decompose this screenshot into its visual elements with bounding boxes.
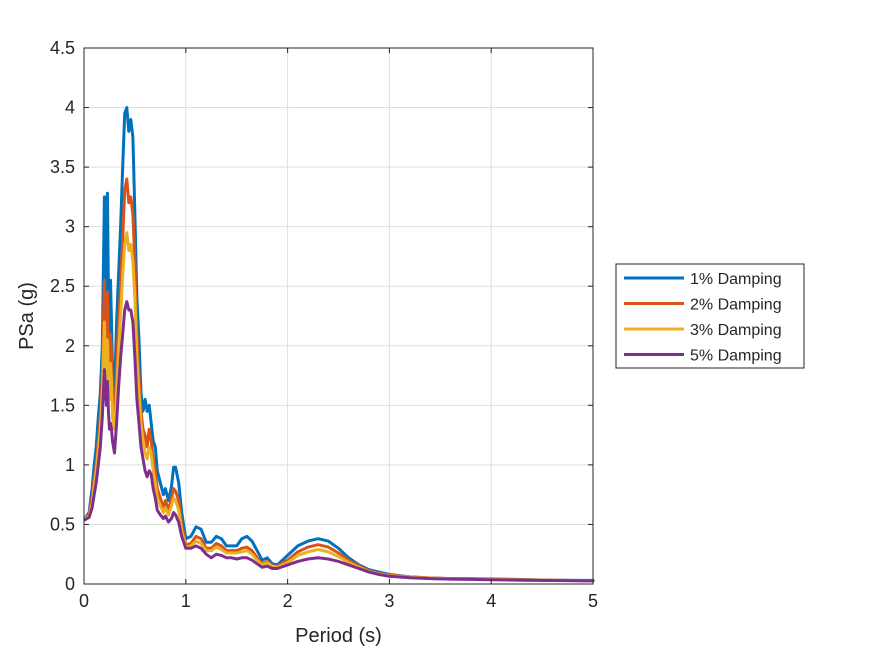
y-tick-label: 0 — [65, 574, 75, 594]
legend: 1% Damping 2% Damping 3% Damping 5% Damping — [615, 263, 805, 369]
y-tick-label: 2.5 — [50, 276, 75, 296]
y-tick-label: 2 — [65, 336, 75, 356]
y-tick-label: 1 — [65, 455, 75, 475]
legend-box — [615, 263, 805, 369]
x-tick-label: 5 — [588, 591, 598, 611]
y-tick-label: 3.5 — [50, 157, 75, 177]
x-tick-label: 2 — [283, 591, 293, 611]
series-layer — [83, 106, 595, 583]
y-tick-label: 4 — [65, 98, 75, 118]
axis-ticks — [83, 47, 594, 585]
y-tick-label: 3 — [65, 217, 75, 237]
y-tick-label: 0.5 — [50, 514, 75, 534]
tick-labels: 0 1 2 3 4 5 0 0.5 1 1.5 2 2.5 3 3.5 4 4.5 — [50, 38, 598, 611]
y-axis-label: PSa (g) — [16, 282, 38, 350]
series-line-2 — [83, 177, 595, 583]
legend-label-3: 3% Damping — [690, 322, 782, 339]
x-axis-label: Period (s) — [295, 625, 382, 647]
legend-label-4: 5% Damping — [690, 348, 782, 365]
x-tick-label: 4 — [486, 591, 496, 611]
legend-label-1: 1% Damping — [690, 271, 782, 288]
y-tick-label: 1.5 — [50, 395, 75, 415]
plot-frame — [83, 47, 594, 585]
y-tick-label: 4.5 — [50, 38, 75, 58]
series-line-3 — [83, 231, 595, 583]
x-tick-label: 1 — [181, 591, 191, 611]
series-line-4 — [83, 300, 595, 583]
x-tick-label: 0 — [79, 591, 89, 611]
series-line-1 — [83, 106, 595, 582]
legend-label-2: 2% Damping — [690, 297, 782, 314]
x-tick-label: 3 — [384, 591, 394, 611]
